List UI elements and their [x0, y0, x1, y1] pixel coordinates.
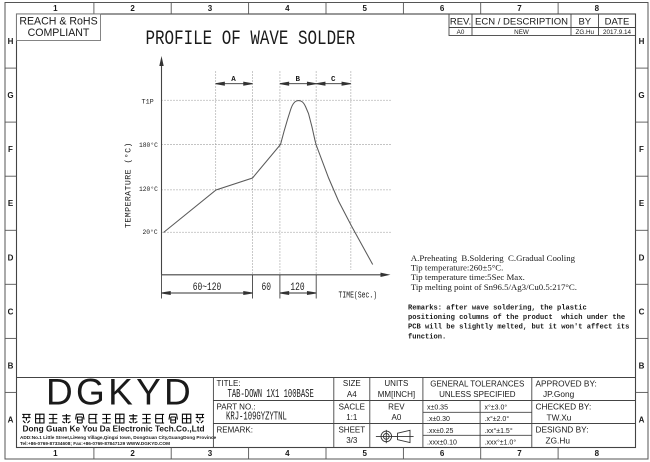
svg-text:C: C: [639, 307, 645, 316]
svg-text:4: 4: [285, 449, 290, 458]
svg-text:C: C: [8, 307, 14, 316]
svg-text:Tip temperature time:5Sec Max.: Tip temperature time:5Sec Max.: [411, 272, 525, 282]
svg-text:ZG.Hu: ZG.Hu: [576, 29, 595, 36]
svg-text:PROFILE OF WAVE SOLDER: PROFILE OF WAVE SOLDER: [146, 28, 356, 50]
svg-text:ZG.Hu: ZG.Hu: [546, 436, 571, 446]
svg-text:1: 1: [53, 449, 58, 458]
svg-text:.x±0.30: .x±0.30: [427, 416, 450, 423]
svg-text:.xx±0.25: .xx±0.25: [427, 428, 454, 435]
svg-text:8: 8: [595, 4, 600, 13]
svg-text:A: A: [639, 416, 645, 425]
svg-text:A0: A0: [392, 413, 402, 422]
svg-text:60: 60: [261, 281, 271, 294]
svg-text:.xxx±0.10: .xxx±0.10: [427, 439, 457, 446]
svg-text:2: 2: [130, 4, 135, 13]
svg-text:CHECKED BY:: CHECKED BY:: [536, 402, 592, 412]
svg-text:F: F: [8, 145, 13, 154]
svg-text:REACH & RoHS: REACH & RoHS: [19, 16, 97, 28]
svg-text:B: B: [296, 76, 301, 84]
svg-text:1: 1: [53, 4, 58, 13]
svg-text:REV: REV: [388, 402, 405, 411]
svg-text:ECN / DESCRIPTION: ECN / DESCRIPTION: [475, 17, 568, 28]
svg-text:2: 2: [130, 449, 135, 458]
svg-text:NEW: NEW: [514, 29, 529, 36]
svg-text:DESIGND BY:: DESIGND BY:: [536, 425, 589, 435]
svg-text:20°C: 20°C: [143, 228, 158, 236]
svg-text:F: F: [639, 145, 644, 154]
svg-text:UNLESS SPECIFIED: UNLESS SPECIFIED: [439, 390, 516, 399]
svg-text:3/3: 3/3: [346, 436, 358, 445]
svg-text:.xxx°±1.0°: .xxx°±1.0°: [485, 438, 517, 446]
svg-text:GENERAL TOLERANCES: GENERAL TOLERANCES: [430, 380, 524, 389]
svg-text:TEMPERATURE (°C): TEMPERATURE (°C): [124, 142, 134, 228]
svg-text:B: B: [639, 361, 645, 370]
svg-text:function.: function.: [408, 333, 446, 341]
svg-text:JP.Gong: JP.Gong: [543, 389, 575, 399]
svg-text:5: 5: [362, 4, 367, 13]
svg-text:6: 6: [440, 449, 445, 458]
svg-text:C: C: [331, 76, 336, 84]
svg-text:SACLE: SACLE: [339, 402, 365, 411]
svg-text:x°±3.0°: x°±3.0°: [485, 404, 508, 412]
svg-text:PCB will be slightly melted, b: PCB will be slightly melted, but it won'…: [408, 324, 629, 332]
svg-text:APPROVED BY:: APPROVED BY:: [536, 379, 597, 389]
svg-text:UNITS: UNITS: [384, 379, 408, 388]
svg-text:Tip temperature:260±5°C.: Tip temperature:260±5°C.: [411, 263, 504, 273]
svg-text:D: D: [8, 253, 14, 262]
svg-text:T1P: T1P: [142, 98, 154, 106]
svg-text:COMPLIANT: COMPLIANT: [28, 27, 90, 39]
svg-text:B: B: [8, 361, 14, 370]
svg-text:Dong Guan Ke You Da Electronic: Dong Guan Ke You Da Electronic Tech.Co.,…: [23, 424, 205, 434]
svg-text:120: 120: [290, 281, 304, 294]
svg-text:.x°±2.0°: .x°±2.0°: [485, 415, 510, 423]
svg-text:Tip melting point of Sn96.5/Ag: Tip melting point of Sn96.5/Ag3/Cu0.5:21…: [411, 282, 577, 292]
svg-text:3: 3: [208, 449, 213, 458]
svg-text:3: 3: [208, 4, 213, 13]
svg-text:1:1: 1:1: [346, 413, 358, 422]
svg-text:G: G: [638, 91, 644, 100]
svg-text:180°C: 180°C: [139, 141, 158, 149]
svg-text:8: 8: [595, 449, 600, 458]
svg-text:REMARK:: REMARK:: [217, 425, 253, 434]
svg-text:SHEET: SHEET: [338, 425, 365, 434]
svg-text:SIZE: SIZE: [343, 379, 361, 388]
svg-text:7: 7: [517, 4, 522, 13]
svg-text:H: H: [639, 37, 645, 46]
svg-text:ADD:No.1 Little Street,LiHeng: ADD:No.1 Little Street,LiHeng Village,Qi…: [20, 435, 217, 440]
svg-text:A.Preheating B.Soldering C.G: A.Preheating B.Soldering C.Gradual Cooli…: [411, 253, 576, 263]
svg-text:DATE: DATE: [605, 17, 630, 28]
svg-text:A4: A4: [347, 390, 357, 399]
svg-text:Tel:+86-0769-87334608; Fax:+86: Tel:+86-0769-87334608; Fax:+86-0769-8784…: [20, 441, 170, 446]
svg-text:E: E: [8, 199, 14, 208]
svg-text:.xx°±1.5°: .xx°±1.5°: [485, 427, 513, 435]
svg-text:REV.: REV.: [450, 17, 471, 28]
svg-text:E: E: [639, 199, 645, 208]
svg-text:positioning columns of the pro: positioning columns of the product which…: [408, 314, 625, 322]
svg-text:KRJ-109GYZYTNL: KRJ-109GYZYTNL: [226, 410, 287, 423]
svg-text:TW.Xu: TW.Xu: [547, 413, 572, 423]
svg-text:BY: BY: [578, 17, 591, 28]
svg-text:H: H: [8, 37, 14, 46]
svg-text:A0: A0: [457, 29, 465, 36]
svg-text:MM[INCH]: MM[INCH]: [378, 390, 415, 399]
svg-text:A: A: [8, 416, 14, 425]
svg-text:TITLE:: TITLE:: [217, 379, 241, 388]
svg-text:2017.9.14: 2017.9.14: [603, 29, 632, 36]
svg-text:Remarks: after wave soldering,: Remarks: after wave soldering, the plast…: [408, 305, 587, 313]
svg-text:DGKYD: DGKYD: [46, 372, 194, 413]
svg-text:G: G: [7, 91, 13, 100]
svg-text:120°C: 120°C: [139, 185, 158, 193]
svg-text:x±0.35: x±0.35: [427, 405, 448, 412]
svg-text:TIME(Sec.): TIME(Sec.): [339, 290, 378, 300]
svg-text:6: 6: [440, 4, 445, 13]
svg-text:5: 5: [362, 449, 367, 458]
svg-text:D: D: [639, 253, 645, 262]
svg-text:4: 4: [285, 4, 290, 13]
svg-text:A: A: [231, 76, 236, 84]
svg-text:PART NO.:: PART NO.:: [217, 402, 256, 411]
svg-text:TAB-DOWN 1X1 100BASE: TAB-DOWN 1X1 100BASE: [228, 387, 314, 400]
svg-text:7: 7: [517, 449, 522, 458]
svg-text:60~120: 60~120: [193, 281, 222, 294]
